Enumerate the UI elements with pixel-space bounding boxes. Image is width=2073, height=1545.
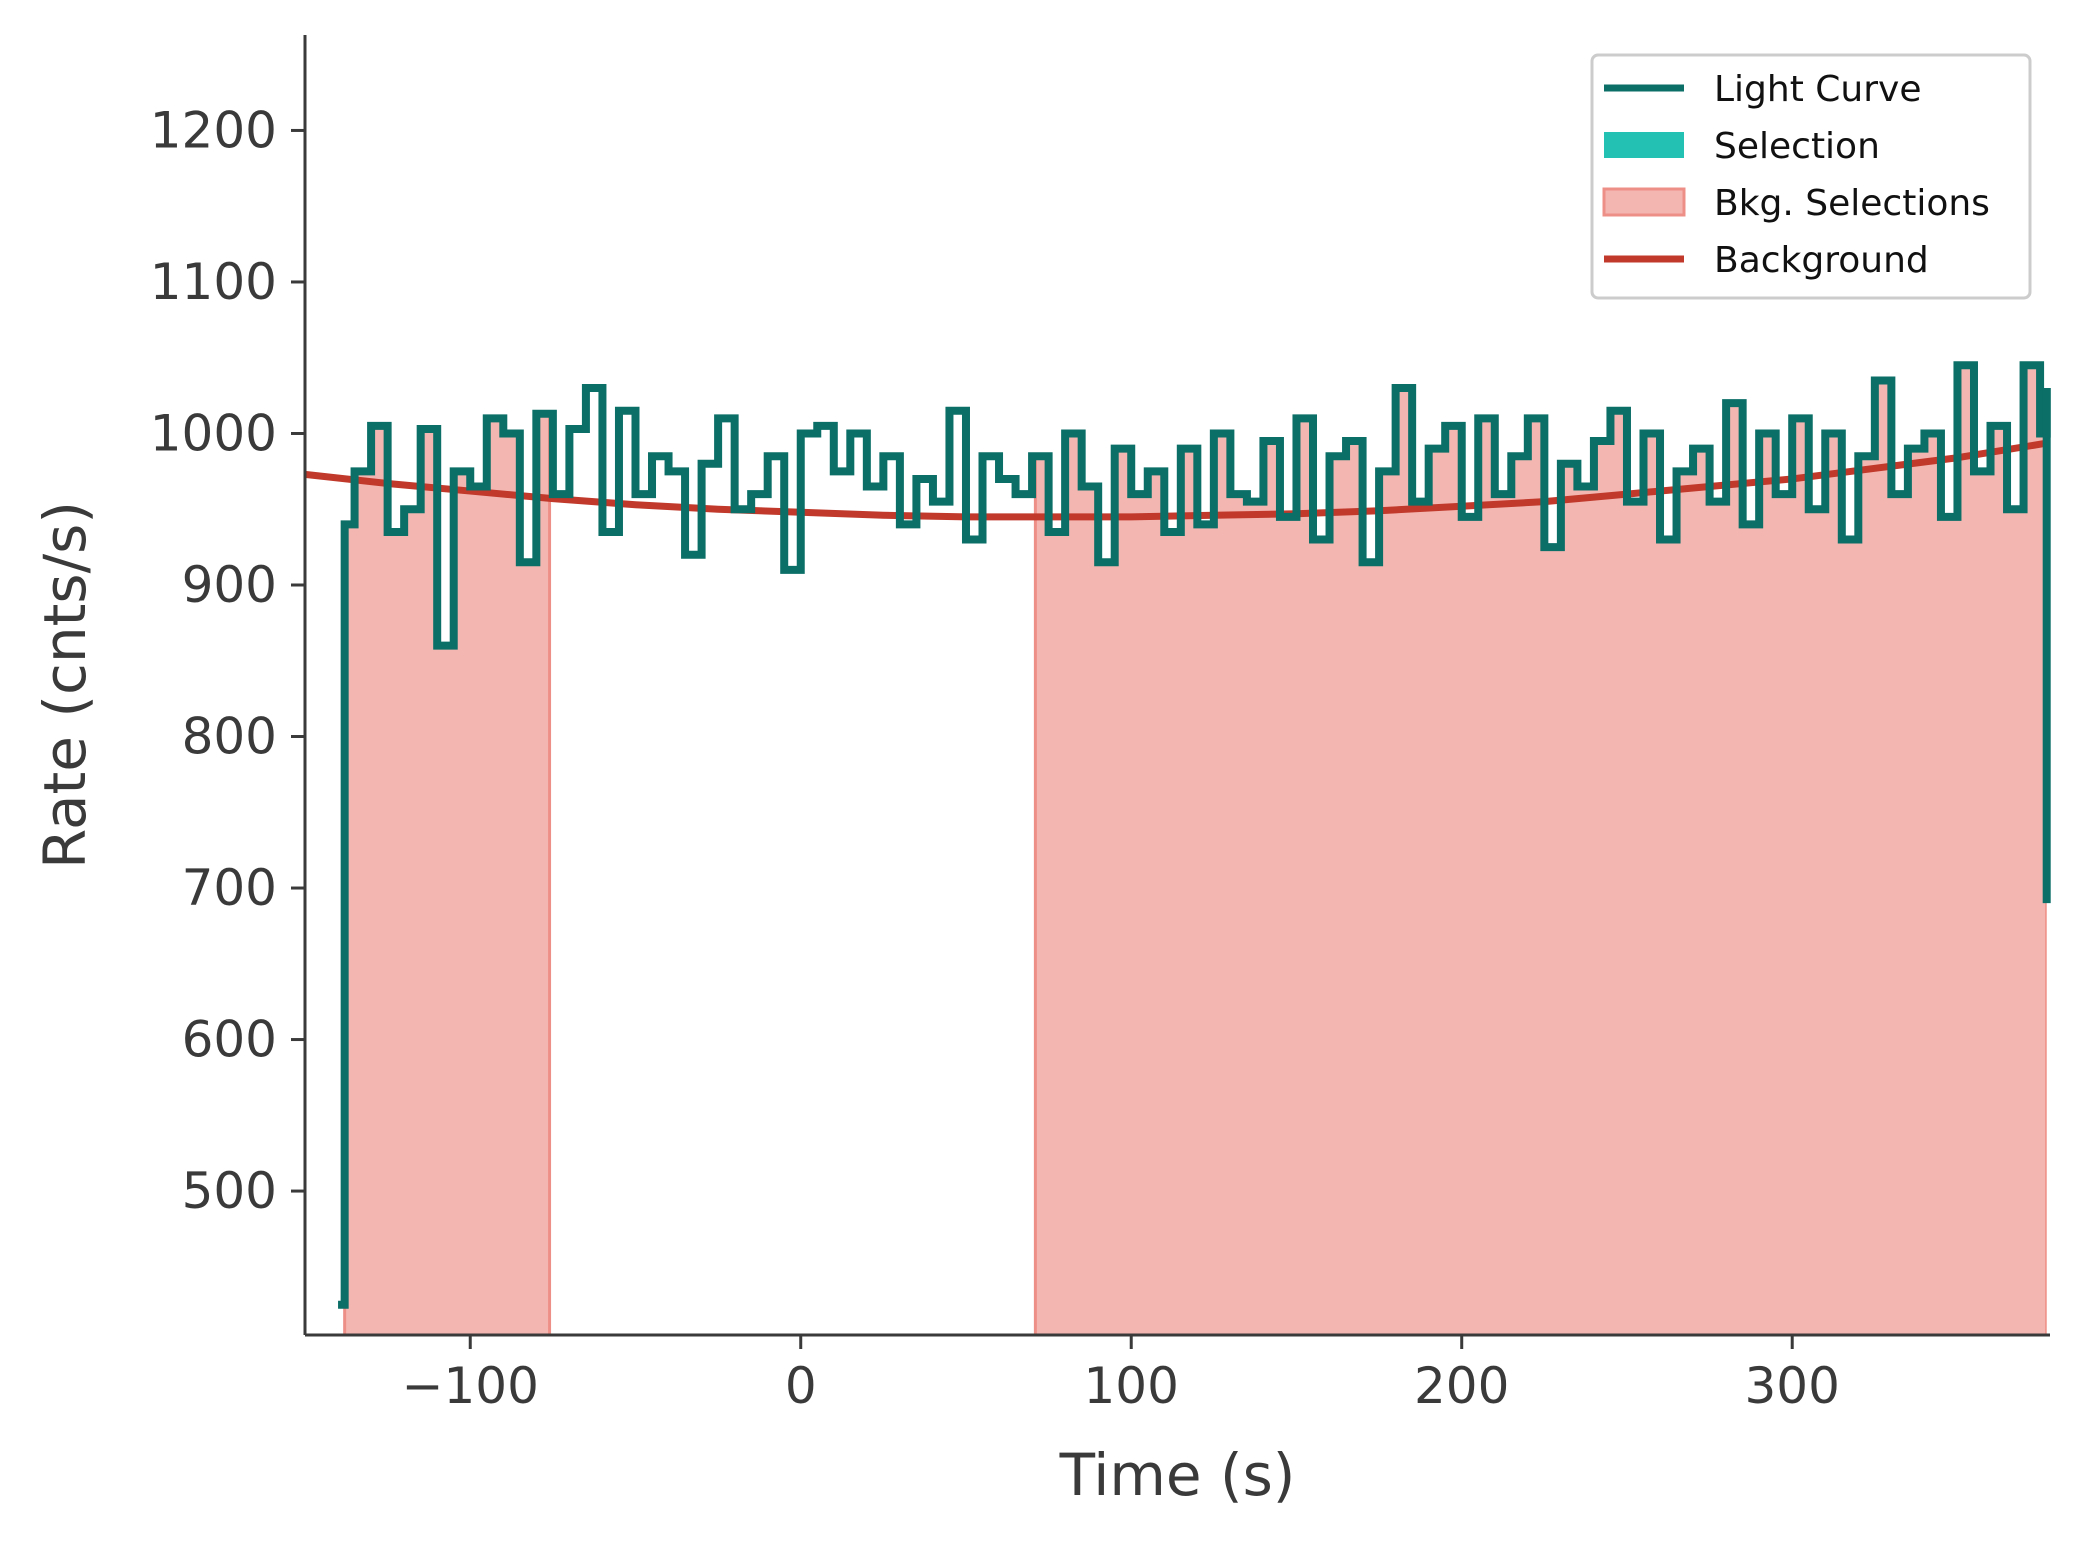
x-axis-title: Time (s) <box>1059 1441 1296 1509</box>
y-tick-label: 1100 <box>150 253 277 311</box>
y-tick-label: 800 <box>182 708 277 766</box>
legend: Light Curve Selection Bkg. Selections Ba… <box>1590 53 2032 300</box>
axes: −100 0 100 200 300 500 600 700 800 900 1000 1100 12… <box>31 35 2050 1509</box>
bkg-selection-band <box>344 365 550 1335</box>
legend-label-selection: Selection <box>1714 126 1880 167</box>
background-line-layer <box>304 439 2051 521</box>
legend-label-bkg-selections: Bkg. Selections <box>1714 183 1990 224</box>
x-tick-label: 200 <box>1414 1357 1509 1415</box>
x-tick-label: 100 <box>1084 1357 1179 1415</box>
legend-label-background: Background <box>1714 240 1929 281</box>
light-curve-line <box>338 361 2051 1309</box>
x-tick-label: 0 <box>785 1357 817 1415</box>
y-tick-label: 700 <box>182 859 277 917</box>
x-ticks: −100 0 100 200 300 <box>402 1335 1840 1415</box>
legend-swatch-bkg-selections <box>1602 187 1686 217</box>
y-tick-label: 500 <box>182 1162 277 1220</box>
y-tick-label: 600 <box>182 1011 277 1069</box>
background-model-line <box>304 439 2051 521</box>
legend-swatch-selection <box>1604 132 1684 158</box>
y-tick-label: 900 <box>182 556 277 614</box>
legend-box <box>1590 53 2032 300</box>
y-tick-label: 1000 <box>150 404 277 462</box>
x-tick-label: 300 <box>1744 1357 1839 1415</box>
y-tick-label: 1200 <box>150 101 277 159</box>
y-axis-title: Rate (cnts/s) <box>31 501 99 869</box>
legend-label-light-curve: Light Curve <box>1714 69 1922 110</box>
y-ticks: 500 600 700 800 900 1000 1100 1200 <box>150 101 305 1220</box>
x-tick-label: −100 <box>402 1357 539 1415</box>
light-curve-layer <box>338 361 2051 1309</box>
